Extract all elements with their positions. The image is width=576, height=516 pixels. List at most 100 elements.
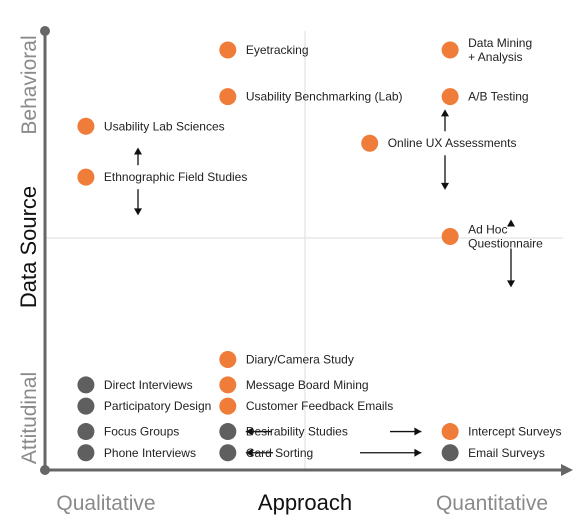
point-label: A/B Testing [468,90,528,104]
data-point-3: A/B Testing [441,88,529,106]
point-marker [77,423,95,441]
range-arrow-2 [507,219,515,288]
point-label-line: Usability Lab Sciences [104,119,225,133]
range-arrow-3 [245,427,422,436]
range-arrowhead-right [414,448,422,457]
x-axis-label: Approach [258,490,352,515]
point-label: Ad Hoc Questionnaire [468,223,543,251]
point-marker [441,423,459,441]
axis-labels: Behavioral Data Source Attitudinal Quali… [16,35,548,515]
range-arrowhead-up [134,147,142,155]
point-label-line: Focus Groups [104,425,179,439]
point-label: Online UX Assessments [388,136,517,150]
point-label: Message Board Mining [246,378,369,392]
data-point-13: Focus Groups [77,423,179,441]
range-arrowhead-down [441,182,449,190]
range-arrowhead-up [441,109,449,117]
point-marker [77,117,95,135]
y-tick-label-attitudinal: Attitudinal [18,372,41,464]
point-label: Eyetracking [246,43,309,57]
point-label-line: Desirability Studies [246,425,348,439]
point-label: Data Mining + Analysis [468,36,532,64]
range-arrow-1 [441,109,449,190]
point-label: Usability Benchmarking (Lab) [246,90,403,104]
point-label-line: Message Board Mining [246,378,369,392]
axes [40,26,573,476]
point-marker [77,168,95,186]
points: Eyetracking Data Mining + Analysis Usabilit… [77,36,562,462]
range-arrow-4 [245,448,422,457]
range-arrowhead-down [507,280,515,288]
point-label: Customer Feedback Emails [246,399,393,413]
range-arrowhead-left [245,427,253,436]
data-point-12: Participatory Design [77,397,211,415]
data-point-11: Direct Interviews [77,376,193,394]
data-point-15: Desirability Studies [219,423,348,441]
point-marker [441,444,459,462]
point-marker [219,397,237,415]
data-point-18: Email Surveys [441,444,545,462]
point-marker [219,444,237,462]
point-label-line: Ethnographic Field Studies [104,170,247,184]
data-point-10: Customer Feedback Emails [219,397,393,415]
point-label: Email Surveys [468,446,545,460]
point-label: Phone Interviews [104,446,196,460]
point-label-line: Email Surveys [468,446,545,460]
point-marker [441,41,459,59]
point-marker [441,88,459,106]
data-point-16: Card Sorting [219,444,313,462]
point-marker [219,376,237,394]
point-label: Intercept Surveys [468,425,561,439]
point-label-line: Eyetracking [246,43,309,57]
point-marker [77,397,95,415]
data-point-7: Ad Hoc Questionnaire [441,223,543,251]
range-arrowhead-down [134,208,142,216]
point-label-line: Ad Hoc [468,223,507,237]
data-point-17: Intercept Surveys [441,423,562,441]
axes-origin-marker [40,465,50,475]
data-point-1: Data Mining + Analysis [441,36,532,64]
range-arrow-0 [134,147,142,216]
y-axis-end-marker [40,26,50,36]
point-marker [441,228,459,246]
point-label: Diary/Camera Study [246,352,354,366]
point-label: Desirability Studies [246,425,348,439]
data-point-8: Diary/Camera Study [219,350,354,368]
point-marker [219,88,237,106]
point-label-line: A/B Testing [468,90,528,104]
point-label-line: + Analysis [468,50,522,64]
gridlines [45,31,563,470]
point-label-line: Data Mining [468,36,532,50]
x-axis-arrowhead [561,464,573,476]
y-tick-label-behavioral: Behavioral [18,35,41,134]
y-axis-label: Data Source [16,186,41,308]
point-label-line: Questionnaire [468,237,543,251]
point-label-line: Card Sorting [246,446,313,460]
data-point-4: Usability Lab Sciences [77,117,225,135]
point-label: Usability Lab Sciences [104,119,225,133]
point-marker [219,350,237,368]
point-label-line: Intercept Surveys [468,425,561,439]
point-label-line: Phone Interviews [104,446,196,460]
data-point-0: Eyetracking [219,41,309,59]
range-arrowhead-up [507,219,515,227]
point-label: Participatory Design [104,399,211,413]
point-label-line: Usability Benchmarking (Lab) [246,90,403,104]
point-marker [77,376,95,394]
point-label: Direct Interviews [104,378,193,392]
data-point-5: Online UX Assessments [361,134,517,152]
point-marker [77,444,95,462]
point-label-line: Direct Interviews [104,378,193,392]
point-marker [361,134,379,152]
point-marker [219,41,237,59]
x-tick-label-qualitative: Qualitative [56,492,155,515]
data-point-6: Ethnographic Field Studies [77,168,247,186]
point-label-line: Online UX Assessments [388,136,517,150]
data-point-2: Usability Benchmarking (Lab) [219,88,403,106]
range-arrowhead-left [245,448,253,457]
point-label-line: Diary/Camera Study [246,352,354,366]
point-label-line: Customer Feedback Emails [246,399,393,413]
range-arrowhead-right [414,427,422,436]
point-label: Card Sorting [246,446,313,460]
